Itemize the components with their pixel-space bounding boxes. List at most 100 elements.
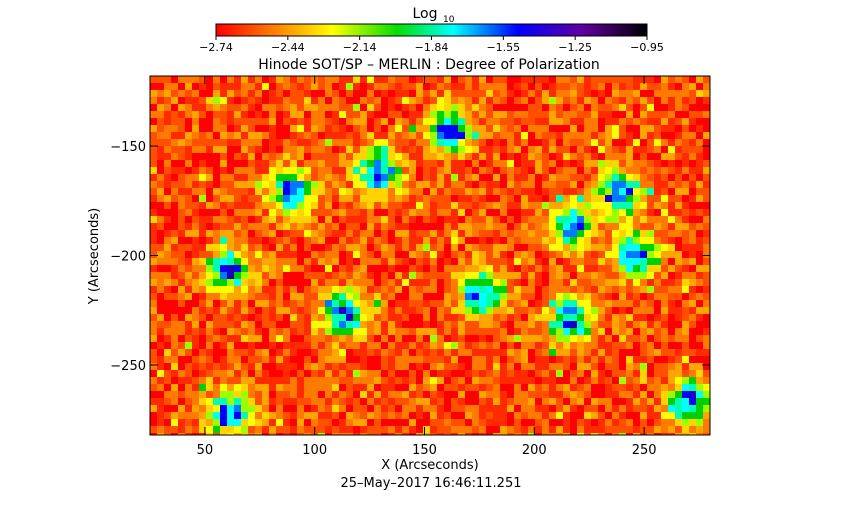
heatmap-cell — [633, 356, 640, 363]
heatmap-cell — [409, 111, 416, 118]
heatmap-cell — [297, 265, 304, 272]
heatmap-cell — [290, 223, 297, 230]
heatmap-cell — [626, 265, 633, 272]
heatmap-cell — [297, 356, 304, 363]
heatmap-cell — [437, 76, 444, 83]
heatmap-cell — [192, 300, 199, 307]
heatmap-cell — [248, 230, 255, 237]
heatmap-cell — [472, 118, 479, 125]
heatmap-cell — [388, 97, 395, 104]
heatmap-cell — [633, 251, 640, 258]
heatmap-cell — [157, 230, 164, 237]
heatmap-cell — [381, 370, 388, 377]
heatmap-cell — [654, 83, 661, 90]
heatmap-cell — [493, 426, 500, 433]
heatmap-cell — [556, 153, 563, 160]
heatmap-cell — [416, 426, 423, 433]
heatmap-cell — [178, 223, 185, 230]
heatmap-cell — [577, 237, 584, 244]
heatmap-cell — [605, 363, 612, 370]
heatmap-cell — [283, 202, 290, 209]
heatmap-cell — [283, 132, 290, 139]
heatmap-cell — [262, 384, 269, 391]
heatmap-cell — [640, 328, 647, 335]
heatmap-cell — [367, 188, 374, 195]
heatmap-cell — [661, 412, 668, 419]
heatmap-cell — [500, 216, 507, 223]
heatmap-cell — [626, 216, 633, 223]
heatmap-cell — [360, 356, 367, 363]
heatmap-cell — [465, 132, 472, 139]
heatmap-cell — [325, 272, 332, 279]
heatmap-cell — [465, 174, 472, 181]
heatmap-cell — [661, 202, 668, 209]
heatmap-cell — [542, 300, 549, 307]
heatmap-cell — [689, 370, 696, 377]
heatmap-cell — [584, 76, 591, 83]
heatmap-cell — [185, 405, 192, 412]
colorbar-tick-label: −0.95 — [630, 41, 664, 54]
heatmap-cell — [388, 223, 395, 230]
heatmap-cell — [542, 391, 549, 398]
heatmap-cell — [598, 412, 605, 419]
heatmap-cell — [269, 139, 276, 146]
heatmap-cell — [402, 209, 409, 216]
heatmap-cell — [290, 174, 297, 181]
heatmap-cell — [290, 398, 297, 405]
heatmap-cell — [234, 272, 241, 279]
heatmap-cell — [542, 209, 549, 216]
heatmap-cell — [521, 419, 528, 426]
heatmap-cell — [444, 398, 451, 405]
heatmap-cell — [682, 125, 689, 132]
heatmap-cell — [514, 307, 521, 314]
heatmap-cell — [479, 146, 486, 153]
heatmap-cell — [346, 258, 353, 265]
heatmap-cell — [689, 104, 696, 111]
heatmap-cell — [255, 195, 262, 202]
heatmap-cell — [584, 258, 591, 265]
heatmap-cell — [500, 272, 507, 279]
heatmap-cell — [255, 433, 262, 435]
heatmap-cell — [619, 146, 626, 153]
heatmap-cell — [556, 237, 563, 244]
heatmap-cell — [220, 342, 227, 349]
heatmap-cell — [535, 209, 542, 216]
heatmap-cell — [178, 433, 185, 435]
heatmap-cell — [605, 377, 612, 384]
heatmap-cell — [164, 188, 171, 195]
heatmap-cell — [402, 293, 409, 300]
heatmap-cell — [528, 125, 535, 132]
heatmap-cell — [570, 398, 577, 405]
heatmap-cell — [388, 356, 395, 363]
heatmap-cell — [402, 146, 409, 153]
heatmap-cell — [577, 363, 584, 370]
heatmap-cell — [220, 356, 227, 363]
heatmap-cell — [500, 321, 507, 328]
heatmap-cell — [451, 300, 458, 307]
heatmap-cell — [185, 286, 192, 293]
heatmap-cell — [430, 342, 437, 349]
heatmap-cell — [269, 181, 276, 188]
heatmap-cell — [241, 272, 248, 279]
heatmap-cell — [325, 244, 332, 251]
heatmap-cell — [262, 195, 269, 202]
heatmap-cell — [297, 160, 304, 167]
heatmap-cell — [332, 391, 339, 398]
heatmap-cell — [269, 342, 276, 349]
heatmap-cell — [402, 405, 409, 412]
heatmap-cell — [213, 286, 220, 293]
heatmap-cell — [479, 160, 486, 167]
heatmap-cell — [234, 335, 241, 342]
heatmap-cell — [458, 300, 465, 307]
heatmap-cell — [542, 153, 549, 160]
heatmap-cell — [304, 237, 311, 244]
heatmap-cell — [318, 244, 325, 251]
heatmap-cell — [381, 174, 388, 181]
heatmap-cell — [402, 300, 409, 307]
heatmap-cell — [556, 230, 563, 237]
heatmap-cell — [458, 195, 465, 202]
heatmap-cell — [549, 426, 556, 433]
heatmap-cell — [535, 419, 542, 426]
heatmap-cell — [374, 265, 381, 272]
heatmap-cell — [283, 125, 290, 132]
